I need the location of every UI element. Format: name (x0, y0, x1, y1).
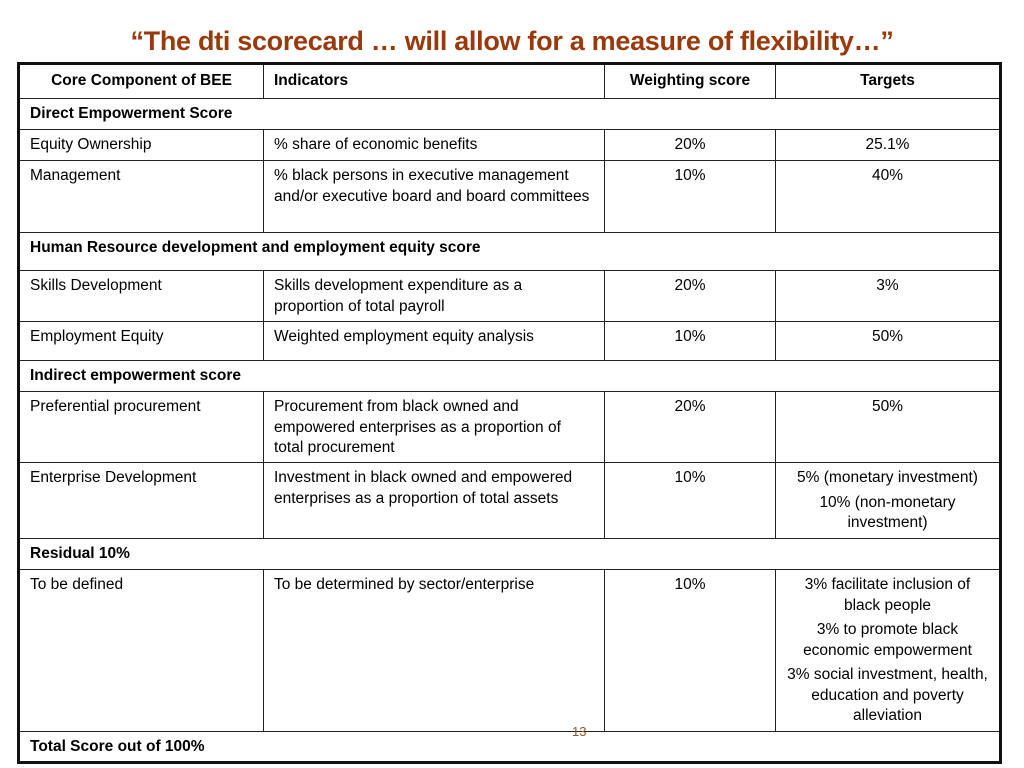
target-cell: 50% (775, 391, 1001, 463)
section-residual: Residual 10% (18, 538, 1001, 570)
indicator-cell: % black persons in executive management … (263, 160, 605, 233)
component-cell: Management (18, 160, 264, 233)
weight-cell: 20% (604, 391, 776, 463)
header-row: Core Component of BEE Indicators Weighti… (18, 63, 1001, 99)
target-line: 10% (non-monetary investment) (819, 493, 956, 532)
section-indirect: Indirect empowerment score (18, 360, 1001, 392)
component-cell: Employment Equity (18, 321, 264, 361)
target-line: 3% social investment, health, education … (787, 666, 988, 724)
target-cell: 40% (775, 160, 1001, 233)
table-row: Employment Equity Weighted employment eq… (18, 321, 1001, 361)
target-cell: 3% facilitate inclusion of black people … (775, 569, 1001, 732)
indicator-cell: Procurement from black owned and empower… (263, 391, 605, 463)
target-line: 5% (monetary investment) (797, 469, 978, 486)
weight-cell: 10% (604, 160, 776, 233)
table-row: To be defined To be determined by sector… (18, 569, 1001, 732)
header-weighting: Weighting score (604, 63, 776, 99)
section-direct: Direct Empowerment Score (18, 98, 1001, 130)
weight-cell: 10% (604, 321, 776, 361)
component-cell: Equity Ownership (18, 129, 264, 161)
target-cell: 50% (775, 321, 1001, 361)
target-line: 3% to promote black economic empowerment (803, 621, 972, 659)
component-cell: To be defined (18, 569, 264, 732)
bee-scorecard-table: Core Component of BEE Indicators Weighti… (17, 62, 1002, 764)
slide-title: “The dti scorecard … will allow for a me… (130, 26, 894, 56)
indicator-cell: Investment in black owned and empowered … (263, 462, 605, 539)
indicator-cell: Weighted employment equity analysis (263, 321, 605, 361)
section-total: Total Score out of 100% (18, 731, 1001, 763)
component-cell: Skills Development (18, 270, 264, 322)
weight-cell: 20% (604, 270, 776, 322)
table-row: Skills Development Skills development ex… (18, 270, 1001, 322)
weight-cell: 20% (604, 129, 776, 161)
header-targets: Targets (775, 63, 1001, 99)
header-indicators: Indicators (263, 63, 605, 99)
table-row: Equity Ownership % share of economic ben… (18, 129, 1001, 161)
table-row: Enterprise Development Investment in bla… (18, 462, 1001, 539)
target-cell: 25.1% (775, 129, 1001, 161)
section-hr: Human Resource development and employmen… (18, 232, 1001, 271)
header-component: Core Component of BEE (18, 63, 264, 99)
table-row: Preferential procurement Procurement fro… (18, 391, 1001, 463)
table-row: Management % black persons in executive … (18, 160, 1001, 233)
component-cell: Enterprise Development (18, 462, 264, 539)
target-cell: 3% (775, 270, 1001, 322)
indicator-cell: To be determined by sector/enterprise (263, 569, 605, 732)
component-cell: Preferential procurement (18, 391, 264, 463)
page-number: 13 (572, 724, 587, 739)
target-cell: 5% (monetary investment) 10% (non-moneta… (775, 462, 1001, 539)
weight-cell: 10% (604, 462, 776, 539)
weight-cell: 10% (604, 569, 776, 732)
indicator-cell: Skills development expenditure as a prop… (263, 270, 605, 322)
target-line: 3% facilitate inclusion of black people (804, 576, 971, 614)
indicator-cell: % share of economic benefits (263, 129, 605, 161)
